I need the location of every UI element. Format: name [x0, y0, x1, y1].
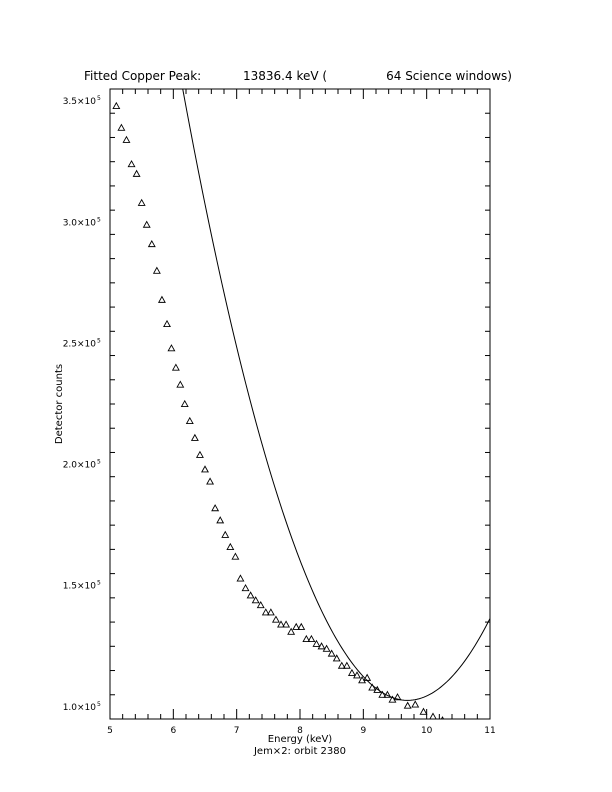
data-point-triangle: [393, 693, 402, 701]
data-point-triangle: [147, 239, 156, 248]
data-point-triangle: [152, 266, 161, 274]
y-axis-ticks: [110, 88, 490, 720]
data-point-triangle: [216, 516, 225, 524]
y-tick-label: 2.5×10: [63, 339, 97, 349]
y-tick-label: 2.0×10: [63, 461, 97, 471]
data-point-triangle: [132, 169, 141, 177]
data-point-triangle: [231, 552, 240, 560]
data-point-triangle: [221, 530, 230, 538]
data-point-triangle: [201, 465, 209, 473]
data-point-triangle: [419, 707, 428, 715]
y-tick-exponent: 5: [97, 701, 101, 708]
data-point-triangle: [112, 101, 121, 109]
data-point-triangle: [246, 591, 255, 599]
data-point-triangle: [312, 639, 321, 647]
data-point-triangle: [368, 683, 377, 691]
data-point-triangle: [297, 622, 306, 630]
data-point-triangle: [388, 695, 397, 703]
data-point-triangle: [287, 627, 296, 635]
y-tick-label: 1.0×10: [63, 703, 97, 713]
y-tick-exponent: 5: [97, 459, 101, 466]
data-point-triangle: [226, 542, 235, 550]
title-peak-value: 13836.4 keV (: [243, 69, 327, 83]
data-point-triangle: [378, 690, 387, 698]
data-point-triangle: [176, 380, 185, 388]
x-tick-label: 7: [234, 726, 240, 736]
data-point-triangle: [458, 721, 464, 727]
data-point-triangle: [167, 344, 176, 352]
data-point-triangle: [117, 123, 126, 131]
data-point-triangle: [251, 596, 260, 604]
x-axis-ticks: [109, 89, 491, 719]
data-point-triangle: [322, 644, 331, 652]
data-point-triangle: [337, 661, 346, 669]
y-tick-exponent: 5: [97, 216, 101, 223]
y-tick-exponent: 5: [97, 95, 101, 102]
data-point-triangle: [137, 198, 146, 206]
data-point-triangle: [363, 673, 372, 681]
data-point-triangle: [342, 661, 351, 669]
data-point-triangle: [190, 433, 199, 441]
data-point-triangle: [282, 620, 291, 628]
data-point-triangle: [302, 634, 311, 643]
x-tick-label: 10: [421, 726, 433, 736]
x-tick-label: 9: [360, 726, 366, 736]
data-point-triangle: [241, 584, 250, 592]
data-point-triangle: [347, 668, 356, 676]
data-point-triangle: [236, 574, 245, 582]
data-point-triangle: [292, 622, 301, 630]
data-point-triangle: [411, 700, 420, 708]
data-point-triangle: [332, 654, 341, 662]
y-tick-label: 3.0×10: [63, 218, 97, 228]
y-tick-exponent: 5: [97, 337, 101, 344]
data-point-triangle: [157, 295, 166, 303]
data-point-triangle: [317, 642, 326, 650]
x-tick-label: 5: [107, 726, 113, 736]
x-tick-label: 11: [484, 726, 495, 736]
fit-curve-group: [182, 89, 490, 701]
y-axis-label: Detector counts: [54, 364, 65, 444]
data-point-triangle: [327, 649, 336, 657]
x-tick-label: 6: [170, 726, 176, 736]
data-point-triangle: [468, 722, 474, 728]
data-point-triangle: [373, 685, 382, 693]
footer-label: Jem×2: orbit 2380: [253, 746, 346, 757]
plot-frame: [109, 88, 491, 720]
data-point-triangle: [429, 712, 437, 719]
y-tick-label: 1.5×10: [63, 582, 97, 592]
data-point-triangle: [261, 608, 270, 616]
title-prefix: Fitted Copper Peak:: [84, 69, 201, 83]
data-point-triangle: [358, 676, 367, 684]
y-tick-exponent: 5: [97, 580, 101, 587]
data-point-triangle: [277, 620, 285, 628]
title-science-windows: 64 Science windows): [386, 69, 512, 83]
data-point-triangle: [353, 671, 361, 679]
data-point-triangle: [142, 220, 151, 228]
data-point-triangle: [440, 716, 445, 719]
y-axis-tick-labels: 1.0×10 51.5×10 52.0×10 52.5×10 53.0×10 53.5×1…: [63, 95, 101, 713]
data-point-triangle: [266, 608, 275, 616]
data-point-triangle: [206, 477, 215, 485]
chart-title: Fitted Copper Peak: 13836.4 keV ( 64 Sci…: [84, 69, 512, 83]
data-point-triangle: [256, 600, 265, 609]
data-point-triangle: [211, 504, 220, 512]
data-point-triangle: [307, 634, 316, 643]
data-point-triangle: [195, 450, 204, 458]
data-point-triangle: [122, 135, 131, 143]
data-point-triangle: [271, 615, 280, 623]
x-tick-label: 8: [297, 726, 303, 736]
data-point-triangle: [180, 399, 189, 408]
fit-curve-line: [182, 89, 490, 701]
data-point-triangle: [127, 159, 136, 168]
x-axis-tick-labels: 5 6 7 8 9 10 11: [107, 726, 496, 736]
data-point-triangle: [451, 718, 453, 719]
data-point-triangle: [185, 416, 194, 424]
data-markers: [112, 101, 474, 728]
x-axis-label: Energy (keV): [268, 734, 333, 745]
data-point-triangle: [163, 319, 171, 328]
data-point-triangle: [171, 363, 180, 371]
y-tick-label: 3.5×10: [63, 97, 97, 107]
data-point-triangle: [403, 701, 412, 709]
